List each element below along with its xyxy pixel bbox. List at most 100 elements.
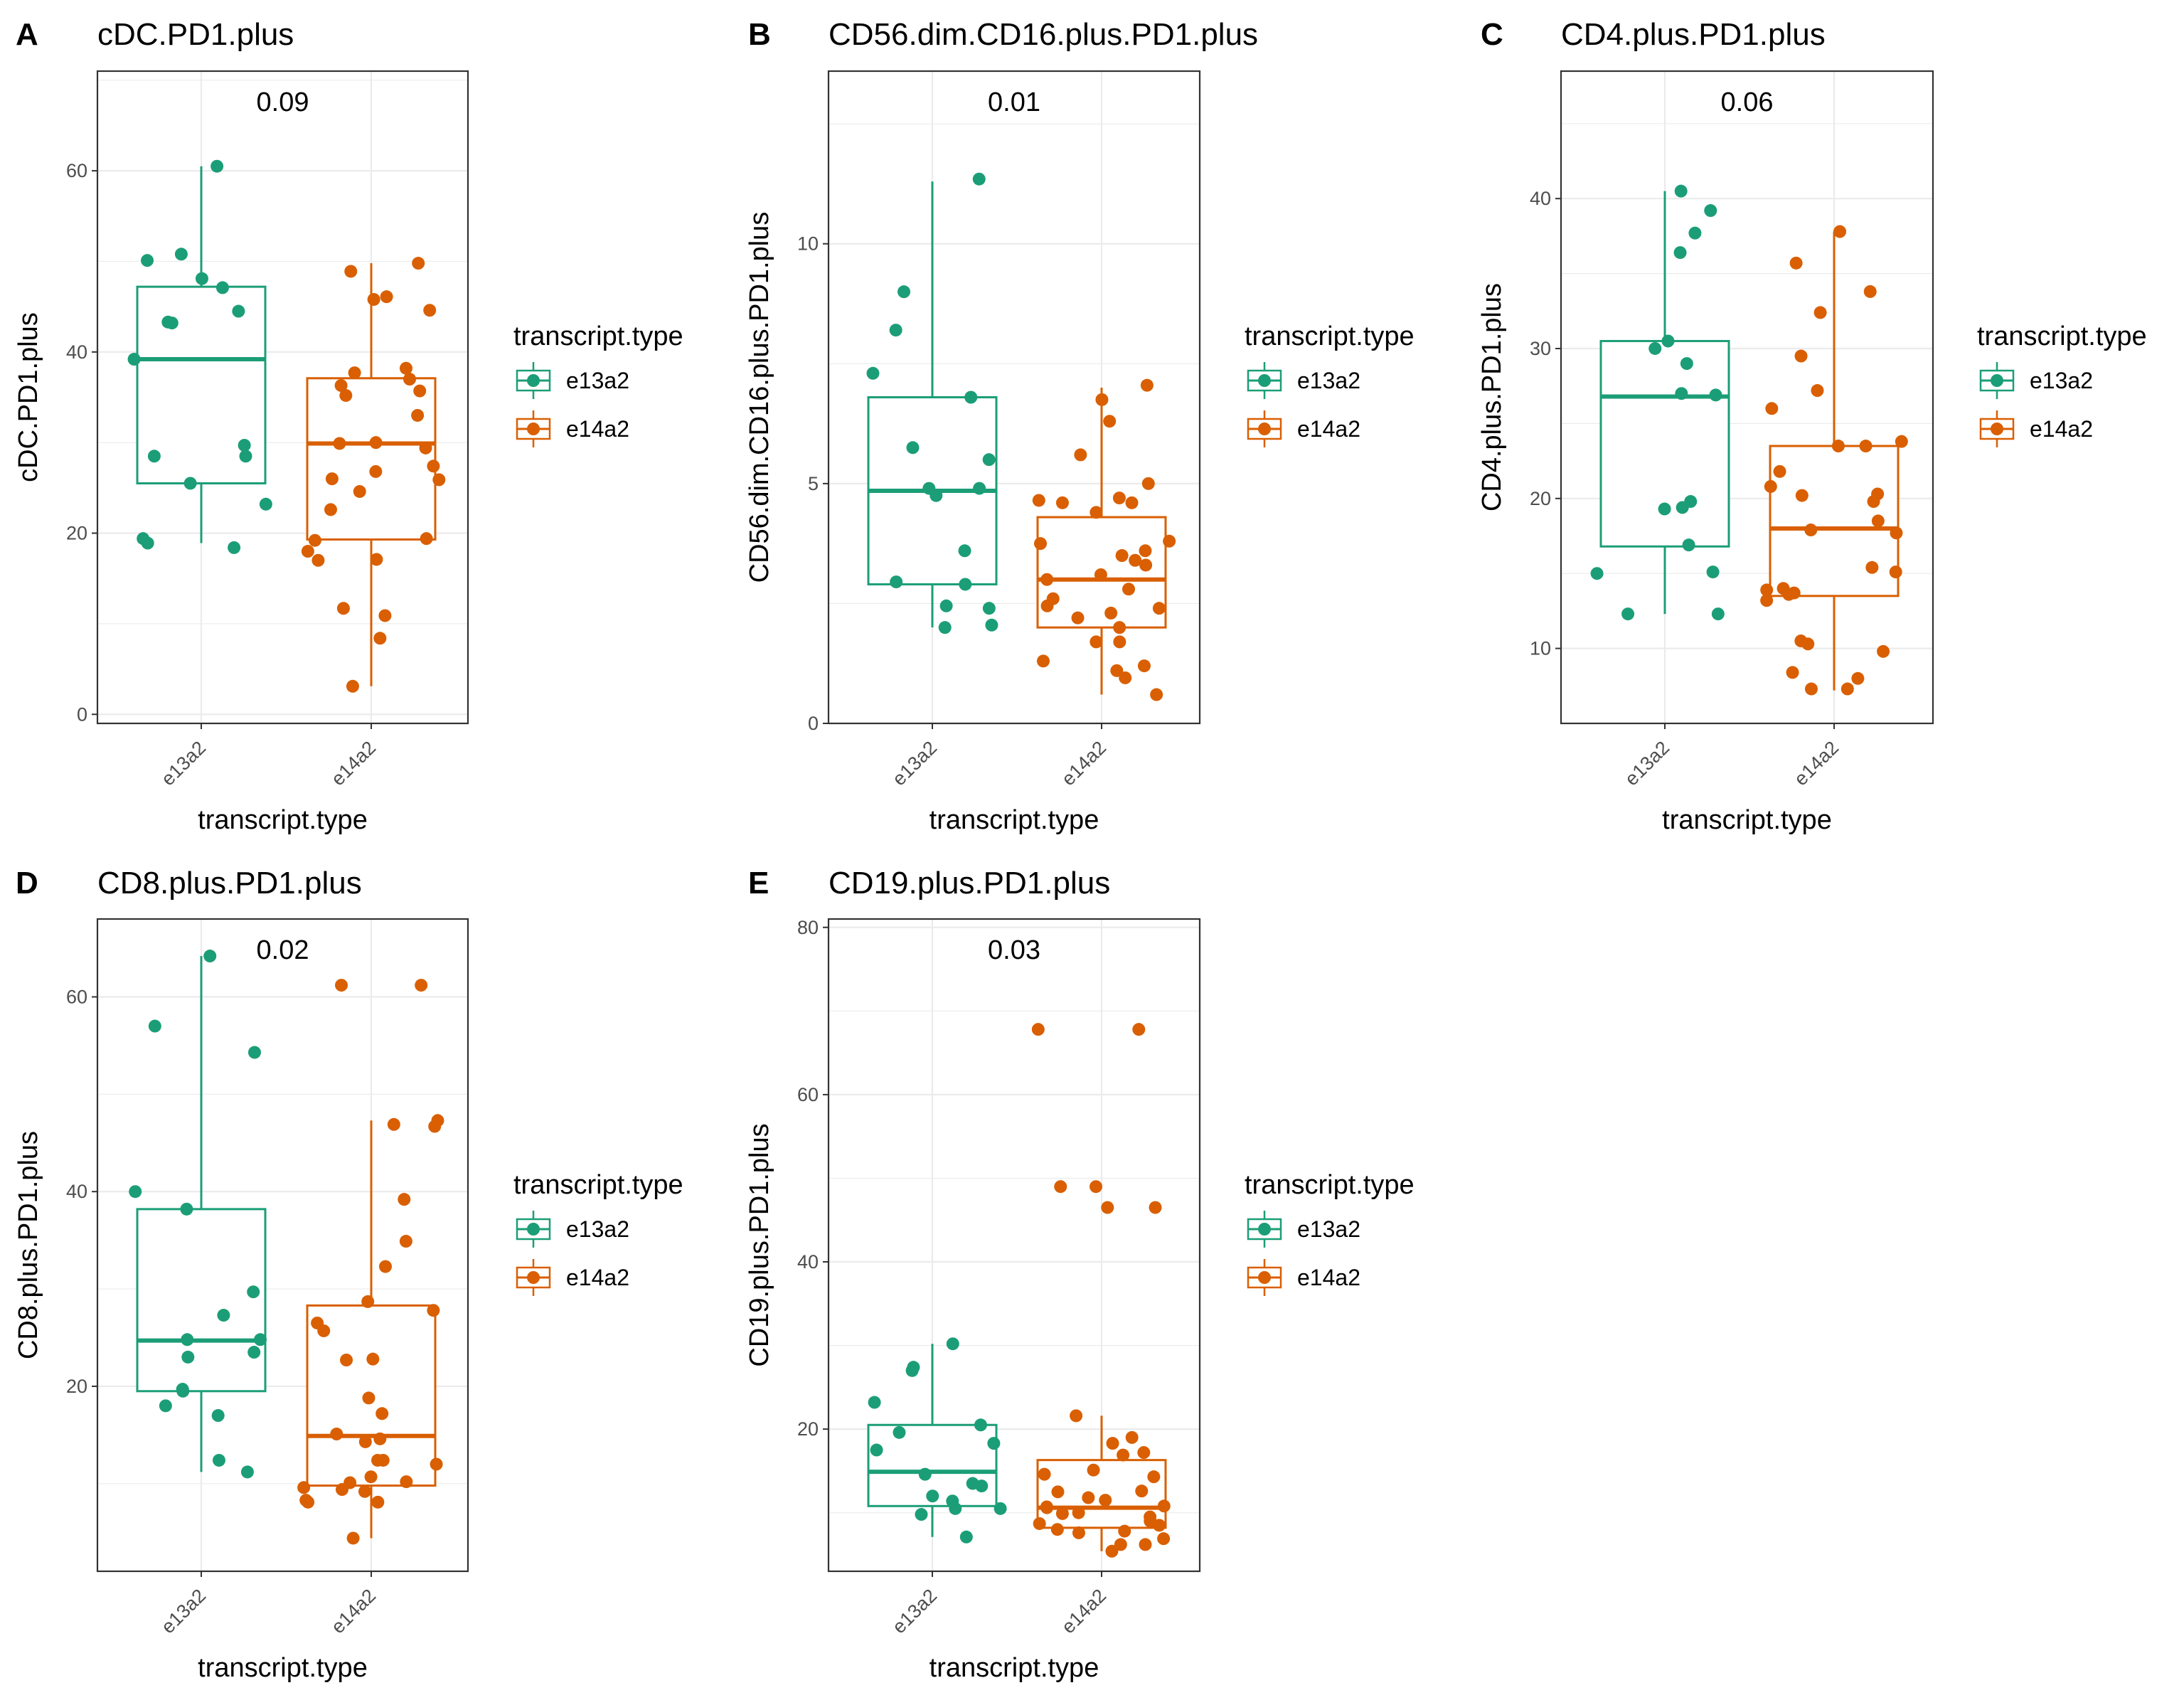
series-e14a2 (1031, 1023, 1171, 1558)
panel-title: CD56.dim.CD16.plus.PD1.plus (829, 17, 1258, 52)
legend-key-point (1991, 423, 2003, 435)
data-point (366, 1352, 380, 1366)
data-point (181, 1350, 195, 1364)
data-point (1889, 565, 1902, 579)
legend: transcript.type e13a2 e14a2 (1245, 1170, 1415, 1296)
data-point (1119, 671, 1132, 684)
data-point (369, 436, 383, 450)
data-point (398, 1193, 411, 1206)
legend-key-e13a2 (516, 362, 551, 399)
data-point (301, 545, 314, 558)
legend-label: e14a2 (566, 416, 629, 442)
data-point (1115, 549, 1129, 563)
data-point (339, 388, 353, 402)
legend-key-point (527, 1271, 540, 1284)
data-point (1103, 415, 1117, 428)
data-point (369, 464, 383, 478)
data-point (1150, 688, 1163, 701)
x-tick-label: e14a2 (327, 737, 380, 790)
y-tick-label: 20 (1530, 488, 1551, 509)
data-point (1112, 492, 1126, 505)
data-point (1841, 682, 1854, 696)
y-tick-label: 40 (797, 1251, 819, 1273)
legend: transcript.type e13a2 e14a2 (513, 1170, 683, 1296)
legend-key-point (1258, 1223, 1271, 1236)
x-tick-label: e14a2 (1058, 1585, 1110, 1637)
data-point (297, 1481, 311, 1494)
legend-key-e14a2 (1247, 410, 1282, 447)
legend-key-e14a2 (1979, 410, 2015, 447)
panel-border (827, 918, 1201, 1573)
data-point (412, 257, 425, 270)
x-tick-label: e13a2 (888, 737, 941, 790)
data-point (370, 553, 383, 566)
legend-key-e14a2 (516, 410, 551, 447)
data-point (211, 159, 224, 173)
data-point (1114, 1538, 1127, 1551)
data-point (1777, 582, 1790, 595)
panel-title: CD4.plus.PD1.plus (1561, 17, 1826, 52)
panel-e: 20 40 60 80 e13a2 e14a2 0.03 E CD19.plus.PD1.plu… (745, 866, 1415, 1683)
data-point (358, 1484, 371, 1498)
legend-label: e13a2 (566, 368, 629, 393)
y-tick-label: 20 (797, 1418, 819, 1440)
data-point (1139, 1538, 1152, 1551)
data-point (420, 532, 433, 546)
data-point (378, 609, 392, 622)
y-tick-label: 10 (1530, 638, 1551, 659)
legend-title: transcript.type (1977, 322, 2147, 351)
data-point (1141, 477, 1155, 490)
legend-title: transcript.type (1245, 322, 1415, 351)
panel-b: 0 5 10 e13a2 e14a2 0.01 B CD56.dim.CD16.plus.PD… (745, 17, 1415, 835)
legend-label: e13a2 (1297, 1216, 1360, 1242)
panel-letter: E (748, 866, 769, 901)
data-point (994, 1502, 1007, 1515)
legend-label: e13a2 (1297, 368, 1360, 393)
data-point (964, 391, 978, 404)
data-point (1137, 1446, 1151, 1460)
y-tick-label: 60 (66, 160, 87, 181)
legend-key-point (1991, 374, 2003, 387)
data-point (181, 1333, 194, 1347)
x-axis-title: transcript.type (929, 1653, 1099, 1683)
data-point (1105, 1544, 1119, 1558)
data-point (1682, 538, 1695, 552)
data-point (1859, 440, 1873, 453)
legend-label: e14a2 (566, 1265, 629, 1290)
data-point (1113, 621, 1126, 634)
data-point (1147, 1470, 1161, 1484)
data-point (346, 1531, 360, 1545)
data-point (1813, 306, 1827, 319)
data-point (946, 1494, 959, 1508)
data-point (906, 441, 920, 455)
y-tick-label: 40 (1530, 188, 1551, 209)
data-point (915, 1508, 928, 1521)
x-tick-label: e14a2 (1790, 737, 1843, 790)
y-tick-label: 0 (808, 713, 819, 734)
series-e13a2 (1590, 184, 1730, 621)
data-point (183, 477, 197, 490)
data-point (1890, 526, 1903, 540)
data-point (161, 315, 175, 329)
data-point (239, 450, 252, 463)
data-point (959, 578, 972, 591)
data-point (918, 1467, 932, 1481)
data-point (1704, 204, 1717, 218)
data-point (415, 979, 428, 992)
data-point (897, 285, 911, 299)
data-point (1794, 349, 1808, 363)
data-point (299, 1494, 313, 1507)
data-point (1055, 496, 1069, 509)
data-point (333, 437, 346, 450)
data-point (1786, 666, 1799, 679)
y-tick-label: 40 (66, 1181, 87, 1202)
data-point (348, 366, 361, 380)
x-tick-label: e13a2 (157, 1585, 210, 1637)
data-point (361, 1295, 375, 1308)
y-tick-label: 60 (797, 1084, 819, 1105)
data-point (1118, 1524, 1131, 1538)
data-point (1661, 334, 1675, 348)
legend-key-point (527, 374, 540, 387)
legend: transcript.type e13a2 e14a2 (1245, 322, 1415, 447)
y-tick-label: 20 (66, 1376, 87, 1397)
